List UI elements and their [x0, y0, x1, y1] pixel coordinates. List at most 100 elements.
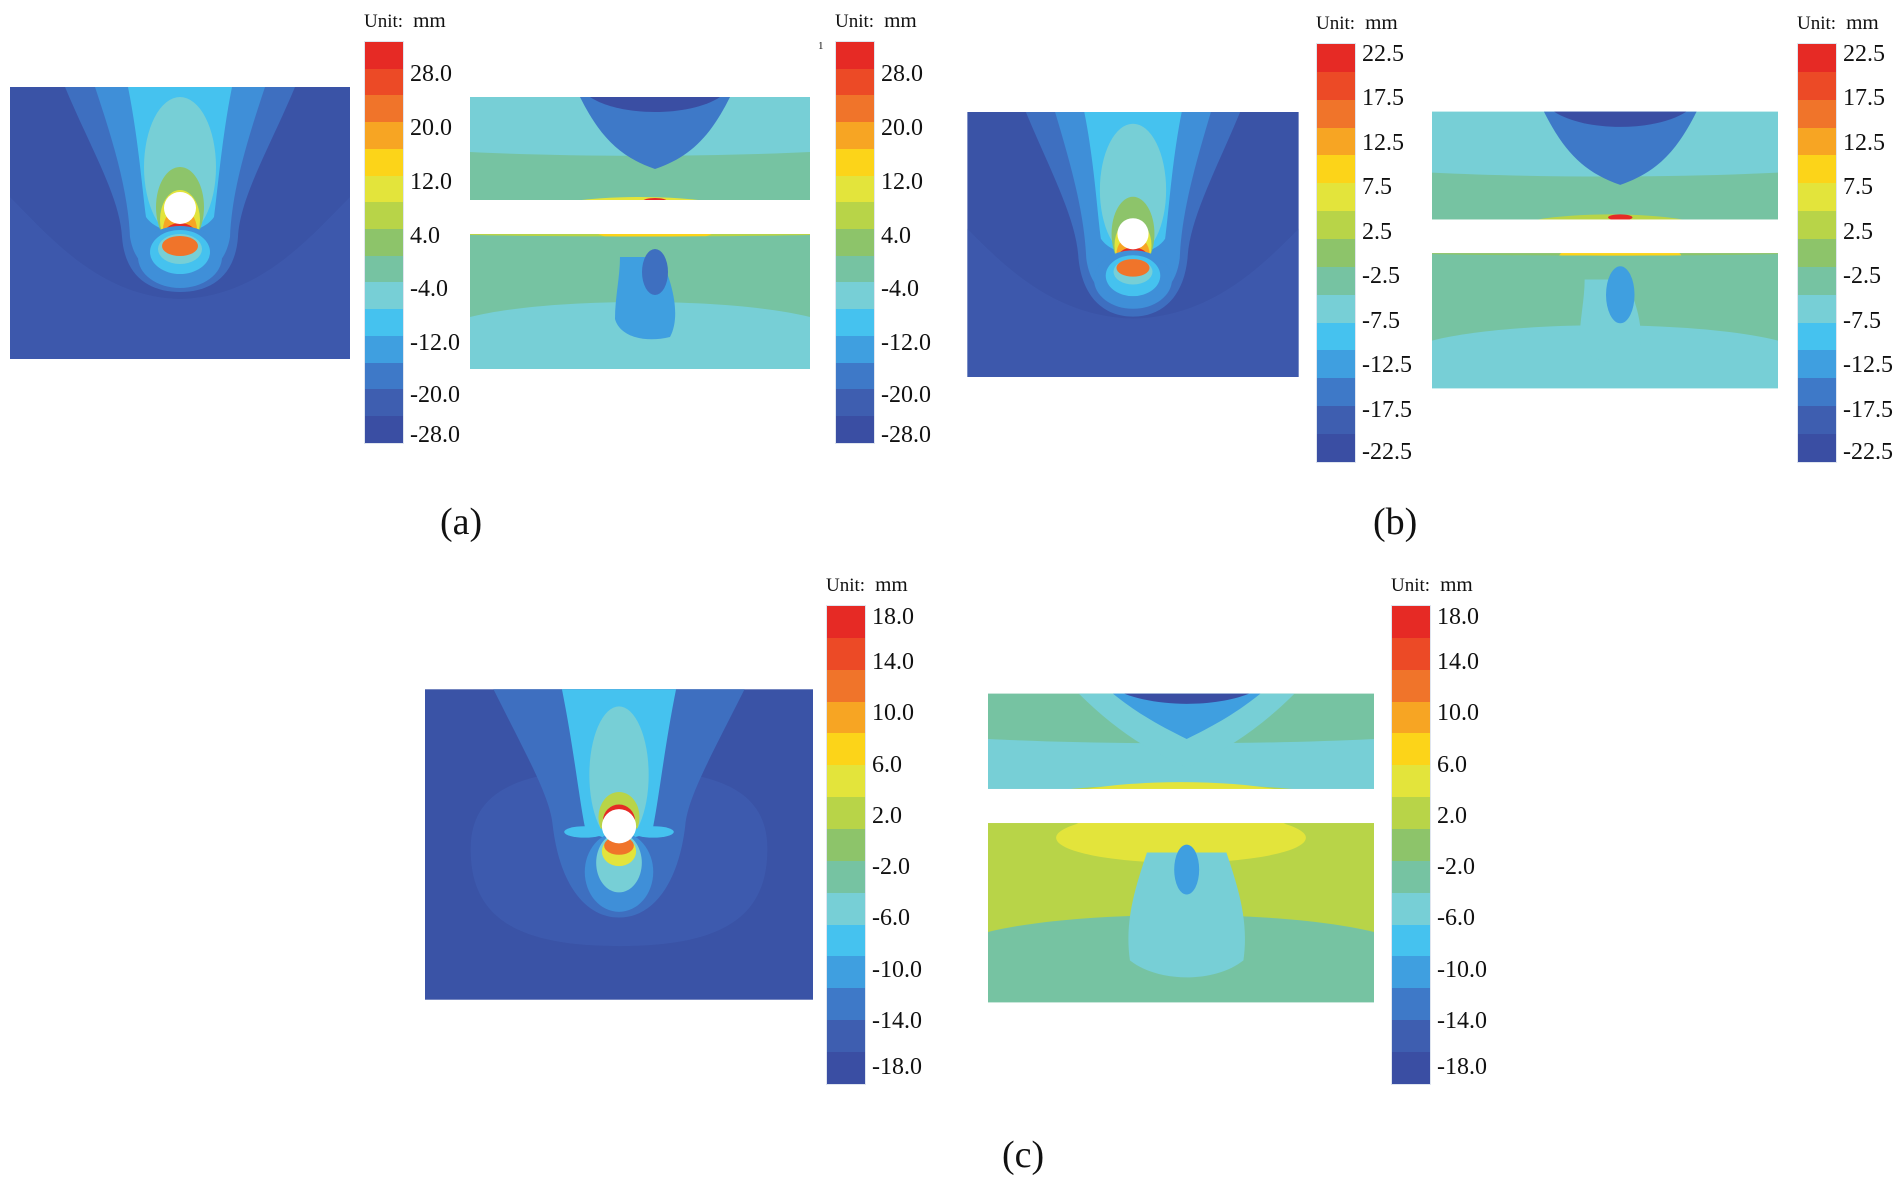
panel-a-shield-contour — [470, 97, 810, 369]
tick-label: 12.5 — [1362, 130, 1404, 156]
panel-a-legend-right: Unit: mm 28.0 20.0 12.0 4.0 -4.0 -12.0 -2… — [835, 8, 945, 448]
colorbar-segment — [827, 797, 865, 830]
colorbar-segment — [1798, 44, 1836, 72]
colorbar-segment — [836, 202, 874, 230]
tick-label: 17.5 — [1362, 85, 1404, 111]
tick-label: 12.0 — [410, 169, 452, 195]
colorbar-segment — [827, 733, 865, 766]
colorbar-segment — [1392, 956, 1430, 989]
tick-label: 4.0 — [410, 223, 440, 249]
tick-label: 20.0 — [881, 115, 923, 141]
colorbar-segment — [827, 606, 865, 638]
colorbar-segment — [1392, 829, 1430, 861]
colorbar-segment — [1317, 99, 1355, 128]
colorbar-segment — [365, 229, 403, 256]
tick-label: -7.5 — [1362, 308, 1400, 334]
tick-label: -17.5 — [1843, 397, 1893, 423]
colorbar-segment — [1317, 322, 1355, 351]
panel-b-legend-right: Unit: mm 22.5 17.5 12.5 7.5 2.5 -2.5 -7.5… — [1797, 10, 1900, 470]
tick-label: 2.0 — [1437, 803, 1467, 829]
caption-b: (b) — [1373, 501, 1418, 543]
tick-label: 6.0 — [1437, 752, 1467, 778]
colorbar-segment — [365, 175, 403, 203]
unit-value: mm — [884, 8, 917, 32]
colorbar-segment — [1317, 183, 1355, 212]
colorbar-segment — [836, 95, 874, 123]
colorbar-segment — [1317, 44, 1355, 72]
tick-label: -22.5 — [1362, 439, 1412, 465]
colorbar-segment — [1392, 1052, 1430, 1084]
tick-label: -18.0 — [1437, 1054, 1487, 1080]
colorbar-segment — [1798, 294, 1836, 323]
tick-label: -10.0 — [1437, 957, 1487, 983]
panel-b-tunnel-contour — [967, 112, 1299, 377]
colorbar-segment — [827, 892, 865, 925]
colorbar-segment — [365, 148, 403, 176]
panel-b-legend-left: Unit: mm 22.5 17.5 12.5 7.5 2.5 -2.5 -7.5… — [1316, 10, 1426, 470]
panel-a-legend-left: Unit: mm 28.0 20.0 12.0 4.0 -4.0 -12.0 -2… — [364, 8, 474, 448]
colorbar-segment — [1798, 406, 1836, 435]
colorbar-segment — [1392, 797, 1430, 830]
colorbar-segment — [365, 362, 403, 390]
colorbar-segment — [836, 309, 874, 336]
colorbar — [1797, 43, 1837, 463]
tick-label: 10.0 — [872, 700, 914, 726]
tick-label: -12.0 — [881, 330, 931, 356]
colorbar-segment — [1317, 378, 1355, 407]
colorbar-segment — [1317, 71, 1355, 100]
colorbar-segment — [1392, 988, 1430, 1021]
colorbar-segment — [836, 175, 874, 203]
colorbar-segment — [1317, 127, 1355, 156]
tick-label: 7.5 — [1362, 174, 1392, 200]
colorbar-segment — [1798, 266, 1836, 295]
colorbar-segment — [836, 68, 874, 96]
colorbar-segment — [827, 956, 865, 989]
colorbar-segment — [1798, 378, 1836, 407]
colorbar-segment — [1798, 183, 1836, 212]
panel-a-tunnel-contour — [10, 87, 350, 359]
panel-c-shield-contour — [988, 693, 1374, 1003]
tick-label: -20.0 — [410, 382, 460, 408]
colorbar-segment — [1317, 350, 1355, 379]
unit-value: mm — [1846, 10, 1879, 34]
tick-label: 12.0 — [881, 169, 923, 195]
colorbar-segment — [827, 637, 865, 670]
colorbar-segment — [836, 389, 874, 417]
tick-label: -20.0 — [881, 382, 931, 408]
tick-label: -2.0 — [1437, 854, 1475, 880]
colorbar-segment — [1392, 733, 1430, 766]
colorbar-segment — [827, 829, 865, 861]
colorbar-segment — [836, 148, 874, 176]
unit-value: mm — [875, 572, 908, 596]
colorbar-segment — [1317, 239, 1355, 267]
tick-label: 14.0 — [1437, 649, 1479, 675]
tick-label: 2.0 — [872, 803, 902, 829]
colorbar-segment — [1798, 322, 1836, 351]
unit-value: mm — [413, 8, 446, 32]
tick-label: -28.0 — [881, 422, 931, 448]
colorbar-segment — [1317, 211, 1355, 240]
colorbar-segment — [836, 416, 874, 443]
tick-label: 4.0 — [881, 223, 911, 249]
colorbar-segment — [1392, 1020, 1430, 1053]
tick-label: -12.5 — [1362, 352, 1412, 378]
tick-label: 18.0 — [1437, 604, 1479, 630]
colorbar-segment — [1317, 294, 1355, 323]
unit-label: Unit: — [1391, 575, 1431, 596]
tick-label: -2.5 — [1843, 263, 1881, 289]
colorbar-segment — [836, 229, 874, 256]
tick-label: 12.5 — [1843, 130, 1885, 156]
colorbar-segment — [365, 389, 403, 417]
caption-a: (a) — [440, 501, 483, 543]
colorbar-segment — [1798, 211, 1836, 240]
colorbar — [1391, 605, 1431, 1085]
colorbar-segment — [827, 924, 865, 957]
colorbar-segment — [1798, 350, 1836, 379]
colorbar-segment — [836, 42, 874, 69]
colorbar-segment — [1317, 434, 1355, 462]
colorbar-segment — [1317, 406, 1355, 435]
unit-label: Unit: — [364, 11, 404, 32]
colorbar-segment — [1798, 434, 1836, 462]
panel-c-tunnel-contour — [425, 689, 813, 1000]
tick-label: 28.0 — [881, 61, 923, 87]
